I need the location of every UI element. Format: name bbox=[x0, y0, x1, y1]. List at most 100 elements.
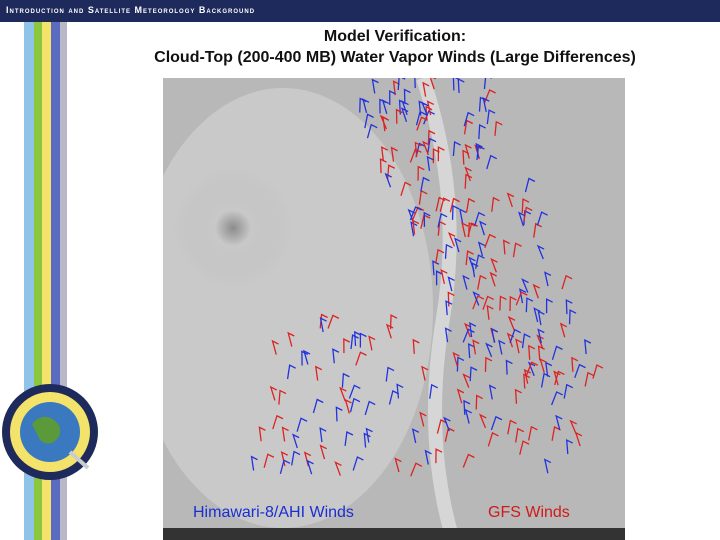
wind-barb bbox=[519, 440, 530, 455]
wind-barb bbox=[505, 359, 513, 375]
wind-barb bbox=[319, 313, 328, 329]
wind-barb bbox=[281, 426, 289, 442]
wind-barb bbox=[519, 288, 527, 304]
wind-barb bbox=[400, 107, 409, 123]
wind-barb bbox=[571, 356, 579, 372]
wind-barb bbox=[539, 357, 547, 373]
header-bar: Introduction and Satellite Meteorology B… bbox=[0, 0, 720, 22]
stripe bbox=[24, 22, 34, 540]
wind-barb bbox=[507, 315, 516, 331]
wind-barb bbox=[521, 278, 529, 293]
wind-barb bbox=[464, 173, 473, 189]
wind-barb bbox=[414, 78, 416, 89]
wind-barb bbox=[506, 192, 515, 208]
wind-barb bbox=[426, 155, 434, 171]
wind-barb bbox=[509, 328, 522, 344]
wind-barb bbox=[429, 78, 437, 90]
wind-barb bbox=[420, 176, 430, 192]
stripe bbox=[34, 22, 42, 540]
wind-barb bbox=[422, 140, 430, 156]
wind-barb bbox=[565, 438, 573, 455]
wind-barb bbox=[272, 414, 284, 430]
wind-barb bbox=[469, 366, 478, 382]
wind-barb bbox=[421, 365, 429, 381]
wind-barb bbox=[469, 322, 477, 338]
course-logo bbox=[2, 384, 98, 480]
wind-barb bbox=[306, 459, 314, 475]
wind-barb bbox=[344, 431, 354, 446]
wind-barb bbox=[350, 334, 359, 350]
wind-barb bbox=[417, 165, 425, 181]
wind-barb bbox=[335, 406, 343, 422]
wind-barb bbox=[352, 456, 364, 471]
wind-barb bbox=[456, 388, 465, 404]
wind-barb bbox=[452, 78, 460, 91]
wind-barb bbox=[545, 298, 553, 314]
wind-barb bbox=[286, 364, 296, 380]
wind-barb bbox=[543, 458, 552, 474]
wind-barb bbox=[523, 368, 531, 384]
wind-barb bbox=[354, 330, 362, 347]
wind-barb bbox=[483, 78, 492, 90]
wind-barb bbox=[512, 242, 522, 258]
wind-barb bbox=[409, 148, 422, 163]
stripe bbox=[51, 22, 60, 540]
wind-barb bbox=[472, 339, 480, 355]
wind-barb bbox=[436, 419, 448, 434]
wind-barb bbox=[392, 80, 400, 96]
wind-barb bbox=[484, 233, 496, 248]
wind-barb bbox=[296, 417, 308, 432]
wind-barb bbox=[478, 124, 486, 140]
wind-barb bbox=[271, 339, 279, 355]
wind-barb bbox=[574, 363, 586, 379]
wind-barb bbox=[463, 111, 475, 127]
wind-barb bbox=[363, 432, 371, 448]
wind-barb bbox=[561, 274, 573, 290]
wind-barb bbox=[287, 331, 295, 347]
wind-barb bbox=[484, 356, 493, 372]
wind-barb bbox=[339, 386, 347, 402]
wind-barb bbox=[477, 274, 487, 290]
wind-barb bbox=[527, 361, 536, 377]
wind-barb bbox=[467, 343, 475, 359]
wind-barbs bbox=[250, 78, 604, 477]
wind-barb bbox=[366, 123, 378, 139]
wind-barb bbox=[521, 198, 530, 214]
wind-barb bbox=[482, 295, 494, 310]
wind-barb bbox=[445, 300, 453, 316]
wind-barb bbox=[486, 154, 498, 170]
wind-barb bbox=[426, 100, 434, 116]
wind-barb bbox=[444, 327, 452, 343]
wind-barb bbox=[302, 349, 311, 365]
wind-barb bbox=[462, 149, 470, 165]
wind-barb bbox=[412, 219, 420, 235]
wind-barb bbox=[537, 328, 545, 344]
wind-barb bbox=[364, 113, 374, 129]
wind-barb bbox=[327, 314, 340, 329]
wind-barb bbox=[483, 89, 496, 104]
slide-title: Model Verification: Cloud-Top (200-400 M… bbox=[70, 26, 720, 68]
wind-barb bbox=[555, 414, 563, 430]
wind-barb bbox=[499, 295, 507, 311]
wind-barb bbox=[456, 356, 465, 372]
stripe bbox=[42, 22, 51, 540]
wind-barb bbox=[489, 271, 497, 287]
wind-barb bbox=[449, 197, 460, 213]
wind-barb bbox=[258, 426, 266, 442]
wind-barb bbox=[494, 120, 503, 136]
wind-barb bbox=[414, 141, 422, 157]
stripe bbox=[60, 22, 67, 540]
wind-barb bbox=[355, 351, 367, 366]
wind-barb bbox=[332, 348, 340, 364]
wind-barb bbox=[269, 385, 278, 401]
wind-barb bbox=[362, 98, 370, 114]
wind-barb bbox=[536, 244, 545, 260]
wind-barb bbox=[278, 389, 287, 405]
wind-barb bbox=[462, 453, 475, 468]
wind-barb bbox=[416, 116, 428, 131]
wind-barb bbox=[468, 222, 476, 238]
wind-barb bbox=[559, 322, 568, 338]
wind-barb bbox=[388, 389, 400, 405]
wind-barb bbox=[533, 307, 541, 323]
